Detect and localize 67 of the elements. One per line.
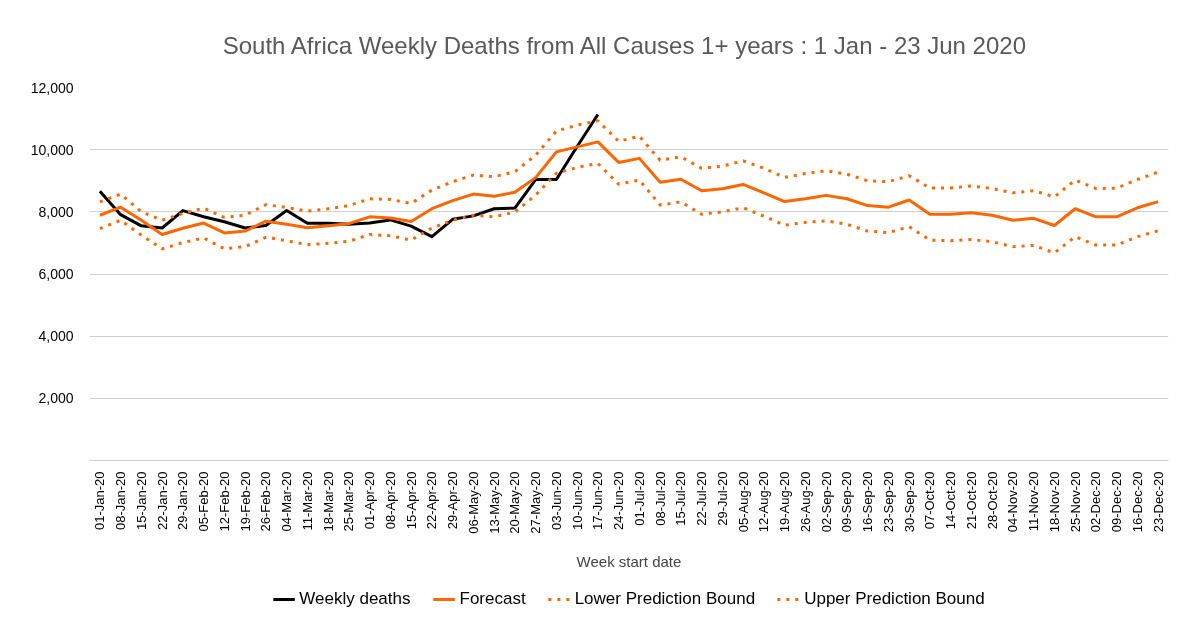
line-series: [98, 161, 1160, 255]
x-tick-label: 02-Sep-20: [818, 471, 834, 533]
x-tick-label: 07-Oct-20: [922, 471, 938, 530]
x-tick-label: 08-Apr-20: [382, 471, 398, 530]
x-tick-label: 25-Nov-20: [1067, 471, 1083, 533]
x-tick-label: 16-Sep-20: [860, 471, 876, 533]
y-tick-label: 12,000: [30, 79, 74, 96]
chart-title: South Africa Weekly Deaths from All Causes 1+ years : 1 Jan - 23 Jun 2020: [222, 32, 1026, 59]
x-tick-label: 03-Jun-20: [548, 471, 564, 531]
x-tick-label: 05-Aug-20: [735, 471, 751, 533]
legend-label: Forecast: [459, 589, 526, 609]
x-tick-label: 29-Jul-20: [714, 471, 730, 526]
x-tick-label: 28-Oct-20: [984, 471, 1000, 530]
y-tick-label: 6,000: [38, 266, 74, 282]
line-series: [98, 140, 1160, 237]
x-tick-label: 23-Dec-20: [1150, 471, 1166, 533]
x-tick-label: 22-Jul-20: [694, 471, 710, 526]
y-tick-label: 4,000: [38, 328, 74, 345]
x-axis-title: Week start date: [576, 552, 682, 570]
x-tick-label: 24-Jun-20: [611, 471, 627, 531]
legend-label: Upper Prediction Bound: [804, 589, 985, 609]
x-tick-label: 22-Jan-20: [154, 471, 170, 531]
x-tick-label: 13-May-20: [486, 471, 502, 534]
x-tick-label: 20-May-20: [507, 471, 523, 534]
x-tick-label: 01-Jan-20: [92, 471, 108, 531]
x-tick-label: 08-Jan-20: [113, 471, 129, 531]
x-tick-label: 01-Jul-20: [631, 471, 647, 526]
line-series: [98, 119, 1160, 222]
x-tick-label: 21-Oct-20: [963, 471, 979, 530]
x-tick-label: 06-May-20: [465, 471, 481, 534]
x-tick-label: 26-Feb-20: [258, 471, 274, 532]
x-tick-label: 09-Sep-20: [839, 471, 855, 533]
legend-label: Weekly deaths: [299, 589, 411, 609]
y-tick-label: 8,000: [38, 203, 74, 220]
x-tick-label: 09-Dec-20: [1109, 471, 1125, 533]
x-tick-label: 01-Apr-20: [362, 471, 378, 530]
x-tick-label: 15-Apr-20: [403, 471, 419, 530]
x-tick-label: 29-Apr-20: [445, 471, 461, 530]
x-tick-label: 16-Dec-20: [1129, 471, 1145, 533]
y-tick-label: 2,000: [38, 390, 74, 407]
legend-label: Lower Prediction Bound: [574, 589, 756, 609]
x-tick-label: 05-Feb-20: [196, 471, 212, 532]
x-tick-label: 12-Feb-20: [216, 471, 232, 532]
x-tick-label: 15-Jan-20: [133, 471, 149, 531]
x-tick-label: 30-Sep-20: [901, 471, 917, 533]
x-tick-label: 18-Mar-20: [320, 471, 336, 532]
x-tick-label: 11-Nov-20: [1026, 471, 1042, 532]
x-tick-label: 19-Feb-20: [237, 471, 253, 532]
x-tick-label: 27-May-20: [528, 471, 544, 534]
x-tick-label: 04-Nov-20: [1005, 471, 1021, 533]
x-tick-label: 10-Jun-20: [569, 471, 585, 531]
x-tick-label: 12-Aug-20: [756, 471, 772, 533]
x-tick-label: 14-Oct-20: [943, 471, 959, 530]
x-tick-label: 29-Jan-20: [175, 471, 191, 531]
x-tick-label: 15-Jul-20: [673, 471, 689, 526]
x-tick-label: 19-Aug-20: [777, 471, 793, 533]
x-tick-label: 18-Nov-20: [1046, 471, 1062, 533]
x-tick-label: 02-Dec-20: [1088, 471, 1104, 533]
x-tick-label: 04-Mar-20: [279, 471, 295, 532]
x-tick-label: 11-Mar-20: [299, 471, 315, 531]
x-tick-label: 17-Jun-20: [590, 471, 606, 531]
x-tick-label: 26-Aug-20: [797, 471, 813, 533]
y-tick-label: 10,000: [30, 141, 74, 158]
x-tick-label: 23-Sep-20: [880, 471, 896, 533]
x-tick-label: 22-Apr-20: [424, 471, 440, 530]
x-tick-label: 25-Mar-20: [341, 471, 357, 532]
x-tick-label: 08-Jul-20: [652, 471, 668, 526]
